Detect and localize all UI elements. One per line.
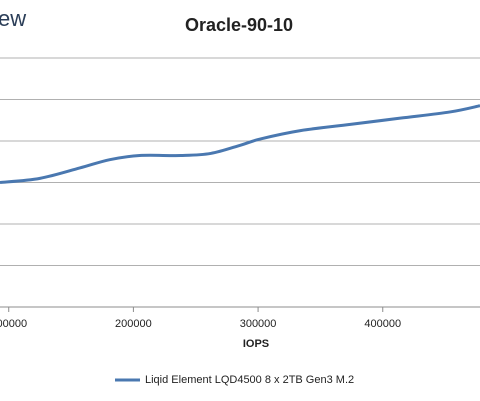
x-tick-label: 300000 [240,318,277,330]
x-tick-label: 100000 [0,318,27,330]
logo: ew [0,6,26,31]
x-tick-label: 200000 [115,318,152,330]
data-line [0,104,480,184]
legend-label: Liqid Element LQD4500 8 x 2TB Gen3 M.2 [145,374,354,386]
x-axis-label: IOPS [243,338,269,350]
x-tick-label: 400000 [364,318,401,330]
chart-title: Oracle-90-10 [185,15,293,35]
